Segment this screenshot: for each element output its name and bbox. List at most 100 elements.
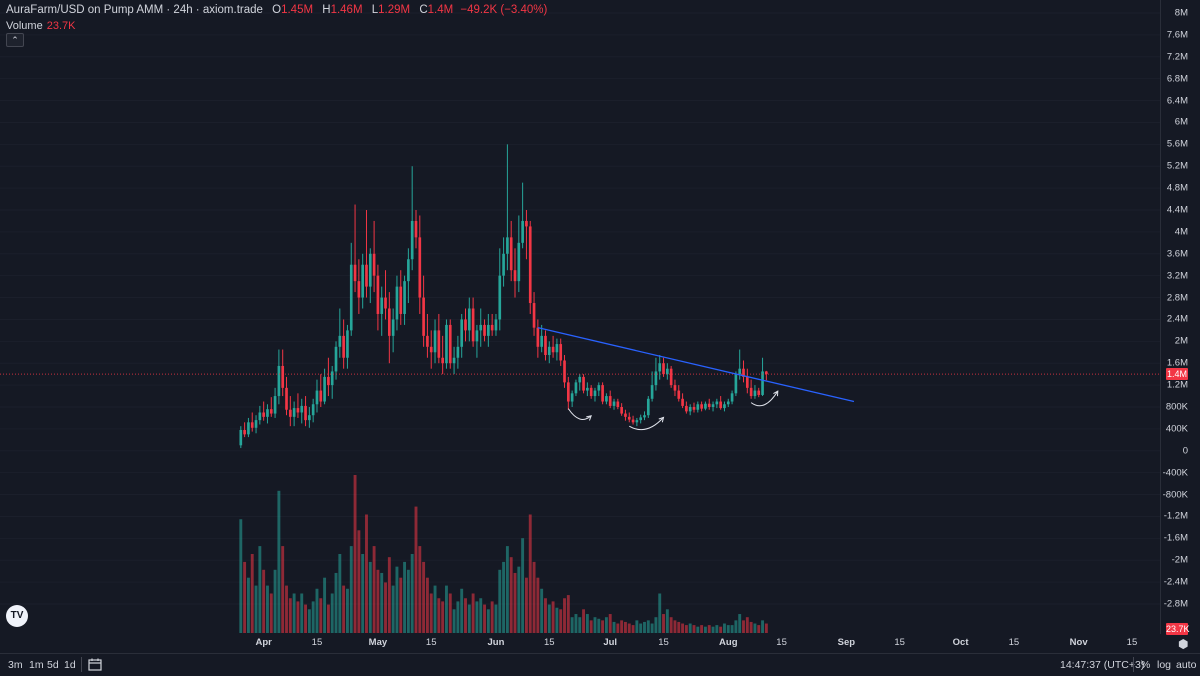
percent-toggle[interactable]: % bbox=[1141, 659, 1151, 671]
candle-body bbox=[479, 324, 483, 331]
volume-bar bbox=[452, 609, 456, 633]
candle-body bbox=[418, 237, 422, 298]
volume-bar bbox=[662, 614, 665, 633]
bottom-toolbar: 3m 1m 5d 1d 14:47:37 (UTC+3) % log auto bbox=[0, 653, 1200, 676]
candle-body bbox=[605, 396, 608, 402]
x-tick-label: Apr bbox=[255, 637, 272, 648]
symbol-title[interactable]: AuraFarm/USD on Pump AMM · 24h · axiom.t… bbox=[6, 4, 263, 16]
candle-body bbox=[761, 371, 764, 395]
volume-bar bbox=[338, 554, 342, 633]
y-tick-label: 1.2M bbox=[1166, 379, 1188, 391]
candle-body bbox=[528, 226, 532, 304]
x-tick-label: Nov bbox=[1069, 637, 1088, 648]
candle-body bbox=[563, 360, 566, 383]
auto-toggle[interactable]: auto bbox=[1176, 659, 1197, 671]
timeframe-1m[interactable]: 1m bbox=[29, 659, 44, 671]
volume-bar bbox=[723, 623, 726, 633]
candle-body bbox=[273, 396, 277, 414]
volume-bar bbox=[315, 588, 319, 633]
volume-bar bbox=[631, 625, 635, 633]
volume-bar bbox=[742, 620, 745, 633]
timeframe-1d[interactable]: 1d bbox=[64, 659, 76, 671]
candle-body bbox=[448, 324, 452, 364]
x-tick-label: 15 bbox=[1126, 637, 1138, 648]
candle-body bbox=[738, 368, 742, 375]
volume-bar bbox=[563, 598, 566, 633]
volume-bar bbox=[300, 593, 304, 633]
candle-body bbox=[547, 346, 551, 356]
candle-body bbox=[361, 264, 365, 298]
candle-body bbox=[426, 335, 429, 347]
volume-bar bbox=[273, 569, 277, 633]
volume-bar bbox=[403, 561, 407, 633]
candle-body bbox=[704, 403, 707, 409]
volume-bar bbox=[505, 546, 509, 633]
candle-body bbox=[544, 335, 547, 356]
volume-bar bbox=[509, 557, 513, 633]
chart-header: AuraFarm/USD on Pump AMM · 24h · axiom.t… bbox=[6, 4, 547, 16]
volume-bar bbox=[464, 598, 467, 633]
volume-bar bbox=[536, 577, 540, 633]
candle-body bbox=[304, 405, 307, 421]
time-axis[interactable]: Apr 15 May 15 Jun 15 Jul 15 Aug 15 Sep 15 Oct 15 Nov 15 bbox=[0, 634, 1160, 652]
volume-bar bbox=[604, 617, 608, 633]
volume-bar bbox=[307, 609, 311, 633]
y-tick-label: 400K bbox=[1165, 423, 1188, 435]
volume-bar bbox=[761, 620, 764, 633]
volume-bar bbox=[258, 546, 262, 633]
volume-bar bbox=[368, 561, 372, 633]
candle-body bbox=[380, 297, 384, 314]
clock-time[interactable]: 14:47:37 (UTC+3) bbox=[1060, 659, 1145, 671]
price-axis[interactable]: 8M 7.6M 7.2M 6.8M 6.4M 6M 5.6M 5.2M 4.8M 4.4M 4M 3.… bbox=[1160, 0, 1200, 634]
candle-body bbox=[566, 382, 570, 402]
price-chart[interactable] bbox=[0, 0, 1160, 634]
timeframe-3m[interactable]: 3m bbox=[8, 659, 23, 671]
candle-body bbox=[243, 429, 246, 435]
volume-bar bbox=[365, 514, 368, 633]
candle-body bbox=[308, 415, 311, 421]
candles bbox=[239, 144, 768, 449]
volume-bar bbox=[483, 604, 486, 633]
volume-label: Volume bbox=[6, 20, 43, 32]
candle-body bbox=[384, 297, 387, 309]
collapse-legend-button[interactable]: ⌃ bbox=[6, 33, 24, 47]
candle-body bbox=[757, 390, 761, 395]
high-value: 1.46M bbox=[330, 4, 363, 16]
volume-bar bbox=[372, 546, 376, 633]
volume-legend[interactable]: Volume 23.7K bbox=[6, 20, 75, 32]
x-tick-label: 15 bbox=[1008, 637, 1020, 648]
curved-arrow bbox=[750, 390, 779, 407]
tradingview-logo-icon[interactable]: TV bbox=[6, 605, 28, 627]
candle-body bbox=[719, 401, 722, 409]
volume-bar bbox=[643, 621, 646, 633]
volume-bar bbox=[406, 569, 410, 633]
timeframe-5d[interactable]: 5d bbox=[47, 659, 59, 671]
candle-body bbox=[368, 253, 372, 287]
candle-body bbox=[422, 297, 425, 336]
y-tick-label: -2M bbox=[1171, 554, 1188, 566]
candle-body bbox=[319, 390, 323, 402]
volume-bar bbox=[399, 577, 403, 633]
volume-bar bbox=[726, 625, 730, 633]
calendar-icon[interactable] bbox=[88, 658, 102, 671]
x-tick-label: Aug bbox=[719, 637, 738, 648]
candle-body bbox=[250, 422, 254, 428]
candle-body bbox=[624, 413, 627, 417]
candle-body bbox=[327, 376, 330, 386]
candle-body bbox=[669, 368, 673, 386]
candle-body bbox=[696, 404, 700, 410]
candle-body bbox=[277, 365, 281, 397]
y-tick-label: 4.8M bbox=[1166, 182, 1188, 194]
y-tick-label: 0 bbox=[1182, 445, 1188, 457]
candle-body bbox=[521, 220, 524, 243]
candle-body bbox=[372, 253, 376, 276]
candle-body bbox=[338, 335, 342, 347]
candle-body bbox=[658, 363, 662, 372]
candle-body bbox=[247, 422, 250, 435]
y-tick-label: 1.6M bbox=[1166, 357, 1188, 369]
candle-body bbox=[254, 420, 258, 428]
settings-icon[interactable]: ⬢ bbox=[1178, 637, 1189, 651]
log-toggle[interactable]: log bbox=[1157, 659, 1172, 671]
volume-bar bbox=[376, 569, 380, 633]
x-tick-label: May bbox=[368, 637, 388, 648]
